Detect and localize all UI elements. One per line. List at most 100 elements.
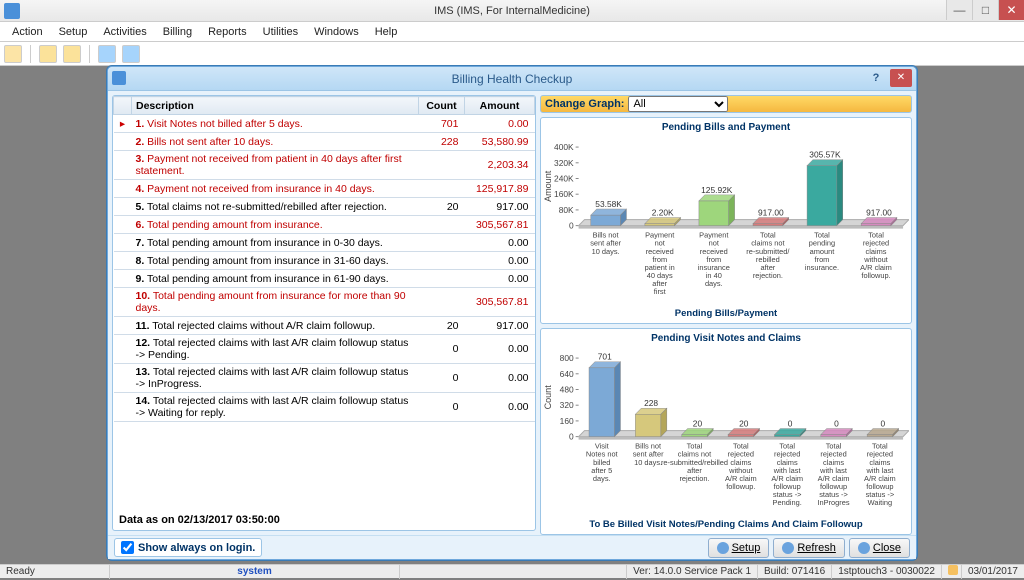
chart2-footer: To Be Billed Visit Notes/Pending Claims … <box>543 517 909 532</box>
svg-text:0: 0 <box>569 432 574 442</box>
chart1-title: Pending Bills and Payment <box>543 120 909 135</box>
svg-text:53.58K: 53.58K <box>595 199 622 209</box>
refresh-icon <box>782 542 794 554</box>
svg-text:0: 0 <box>881 419 886 429</box>
statusbar: Ready system Ver: 14.0.0 Service Pack 1 … <box>0 564 1024 578</box>
status-version: Ver: 14.0.0 Service Pack 1 <box>627 565 758 579</box>
svg-text:125.92K: 125.92K <box>701 185 733 195</box>
svg-text:240K: 240K <box>554 173 574 183</box>
col-description: Description <box>132 97 419 115</box>
status-ready: Ready <box>0 565 110 579</box>
svg-text:Count: Count <box>543 385 553 410</box>
close-button[interactable]: ✕ <box>998 0 1024 20</box>
tool-icon-1[interactable] <box>4 45 22 63</box>
svg-text:first: first <box>654 287 667 296</box>
table-row[interactable]: 8. Total pending amount from insurance i… <box>114 252 535 270</box>
svg-text:10 days.: 10 days. <box>592 247 620 256</box>
svg-text:Waiting: Waiting <box>868 498 892 507</box>
chart2-title: Pending Visit Notes and Claims <box>543 331 909 346</box>
svg-text:400K: 400K <box>554 142 574 152</box>
dialog-close-button[interactable]: ✕ <box>890 69 912 87</box>
change-graph-bar: Change Graph: All <box>540 95 912 113</box>
dialog-icon <box>112 71 126 85</box>
show-always-checkbox[interactable]: Show always on login. <box>114 538 262 557</box>
table-row[interactable]: 5. Total claims not re-submitted/rebille… <box>114 198 535 216</box>
svg-text:Pending.: Pending. <box>773 498 802 507</box>
table-row[interactable]: 14. Total rejected claims with last A/R … <box>114 393 535 422</box>
description-panel: Description Count Amount ▸1. Visit Notes… <box>112 95 536 531</box>
chart-pending-bills: Pending Bills and Payment 080K160K240K32… <box>540 117 912 324</box>
svg-text:320: 320 <box>560 400 574 410</box>
status-touch: 1stptouch3 - 0030022 <box>832 565 942 579</box>
dialog-help-button[interactable]: ? <box>866 69 886 87</box>
menu-reports[interactable]: Reports <box>200 24 255 40</box>
svg-text:160: 160 <box>560 416 574 426</box>
chart-pending-visits: Pending Visit Notes and Claims 0 160 320 48… <box>540 328 912 535</box>
table-row[interactable]: 2. Bills not sent after 10 days.22853,58… <box>114 133 535 151</box>
svg-text:20: 20 <box>739 419 749 429</box>
menubar: ActionSetupActivitiesBillingReportsUtili… <box>0 22 1024 42</box>
change-graph-select[interactable]: All <box>628 96 728 112</box>
svg-text:917.00: 917.00 <box>866 207 892 217</box>
workspace: Billing Health Checkup ? ✕ Description C… <box>0 66 1024 564</box>
svg-text:days.: days. <box>593 474 611 483</box>
col-amount: Amount <box>465 97 535 115</box>
tool-icon-2[interactable] <box>39 45 57 63</box>
close-dialog-button[interactable]: Close <box>849 538 910 558</box>
svg-text:2.20K: 2.20K <box>652 207 674 217</box>
svg-text:rejection.: rejection. <box>679 474 709 483</box>
setup-button[interactable]: Setup <box>708 538 770 558</box>
menu-help[interactable]: Help <box>367 24 406 40</box>
menu-billing[interactable]: Billing <box>155 24 200 40</box>
tool-icon-5[interactable] <box>122 45 140 63</box>
table-row[interactable]: 9. Total pending amount from insurance i… <box>114 270 535 288</box>
billing-table: Description Count Amount ▸1. Visit Notes… <box>113 96 535 422</box>
toolbar <box>0 42 1024 66</box>
svg-text:insurance.: insurance. <box>805 263 839 272</box>
table-row[interactable]: 7. Total pending amount from insurance i… <box>114 234 535 252</box>
table-row[interactable]: 3. Payment not received from patient in … <box>114 151 535 180</box>
minimize-button[interactable]: — <box>946 0 972 20</box>
svg-text:80K: 80K <box>559 205 574 215</box>
svg-text:20: 20 <box>693 419 703 429</box>
col-expand <box>114 97 132 115</box>
table-row[interactable]: 10. Total pending amount from insurance … <box>114 288 535 317</box>
table-row[interactable]: 13. Total rejected claims with last A/R … <box>114 364 535 393</box>
svg-text:320K: 320K <box>554 158 574 168</box>
billing-checkup-dialog: Billing Health Checkup ? ✕ Description C… <box>107 66 917 560</box>
dialog-title: Billing Health Checkup <box>452 72 573 86</box>
dialog-titlebar: Billing Health Checkup ? ✕ <box>108 67 916 91</box>
svg-text:followup.: followup. <box>726 482 755 491</box>
svg-text:followup.: followup. <box>861 271 890 280</box>
svg-text:228: 228 <box>644 398 658 408</box>
svg-text:480: 480 <box>560 385 574 395</box>
svg-text:rejection.: rejection. <box>753 271 783 280</box>
svg-text:160K: 160K <box>554 189 574 199</box>
svg-text:0: 0 <box>788 419 793 429</box>
change-graph-label: Change Graph: <box>545 98 624 110</box>
status-build: Build: 071416 <box>758 565 832 579</box>
tool-icon-3[interactable] <box>63 45 81 63</box>
svg-text:800: 800 <box>560 353 574 363</box>
table-row[interactable]: 6. Total pending amount from insurance.3… <box>114 216 535 234</box>
menu-activities[interactable]: Activities <box>95 24 154 40</box>
status-icon[interactable] <box>942 565 962 579</box>
tool-icon-4[interactable] <box>98 45 116 63</box>
refresh-button[interactable]: Refresh <box>773 538 845 558</box>
svg-text:10 days.: 10 days. <box>634 458 662 467</box>
maximize-button[interactable]: □ <box>972 0 998 20</box>
app-icon <box>4 3 20 19</box>
gear-icon <box>717 542 729 554</box>
menu-action[interactable]: Action <box>4 24 51 40</box>
chart1-footer: Pending Bills/Payment <box>543 306 909 321</box>
svg-text:917.00: 917.00 <box>758 207 784 217</box>
table-row[interactable]: ▸1. Visit Notes not billed after 5 days.… <box>114 115 535 133</box>
show-always-input[interactable] <box>121 541 134 554</box>
table-row[interactable]: 11. Total rejected claims without A/R cl… <box>114 317 535 335</box>
menu-setup[interactable]: Setup <box>51 24 96 40</box>
table-row[interactable]: 12. Total rejected claims with last A/R … <box>114 335 535 364</box>
menu-utilities[interactable]: Utilities <box>255 24 306 40</box>
svg-text:640: 640 <box>560 369 574 379</box>
menu-windows[interactable]: Windows <box>306 24 367 40</box>
table-row[interactable]: 4. Payment not received from insurance i… <box>114 180 535 198</box>
